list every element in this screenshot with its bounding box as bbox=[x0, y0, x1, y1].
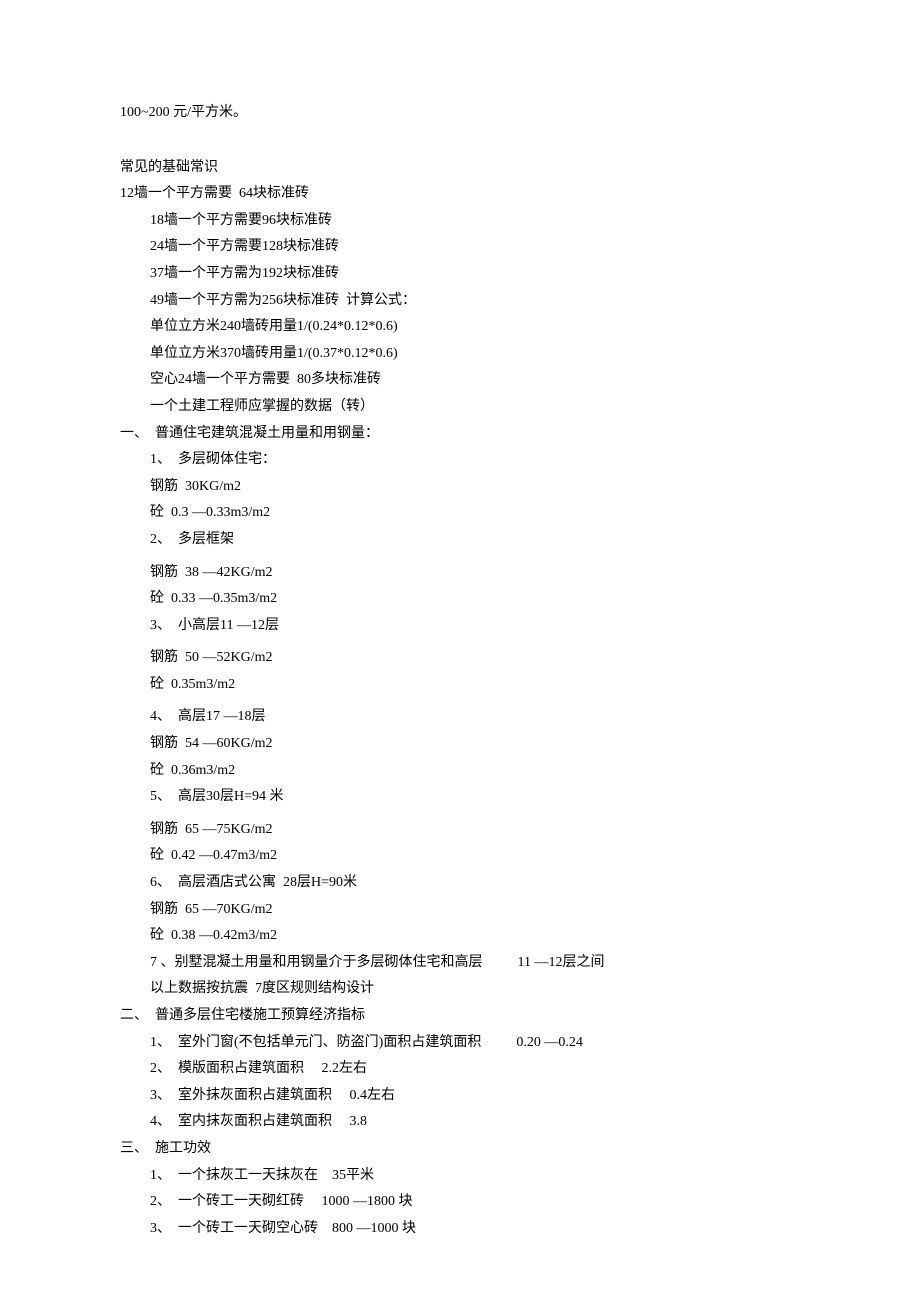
section1-item: 钢筋 38 —42KG/m2 bbox=[120, 560, 800, 587]
section1-item: 以上数据按抗震 7度区规则结构设计 bbox=[120, 976, 800, 1003]
section3-item: 2、 一个砖工一天砌红砖 1000 —1800 块 bbox=[120, 1189, 800, 1216]
basic-line: 空心24墙一个平方需要 80多块标准砖 bbox=[120, 367, 800, 394]
section1-item: 7 、别墅混凝土用量和用钢量介于多层砌体住宅和高层 11 —12层之间 bbox=[120, 950, 800, 977]
top-line: 100~200 元/平方米。 bbox=[120, 100, 800, 127]
section2-item: 1、 室外门窗(不包括单元门、防盗门)面积占建筑面积 0.20 —0.24 bbox=[120, 1030, 800, 1057]
basic-line: 18墙一个平方需要96块标准砖 bbox=[120, 208, 800, 235]
basic-line: 单位立方米240墙砖用量1/(0.24*0.12*0.6) bbox=[120, 314, 800, 341]
section1-container: 1、 多层砌体住宅：钢筋 30KG/m2砼 0.3 —0.33m3/m22、 多… bbox=[120, 447, 800, 1003]
section1-item: 砼 0.36m3/m2 bbox=[120, 758, 800, 785]
basic-line: 一个土建工程师应掌握的数据（转） bbox=[120, 394, 800, 421]
basic-line: 12墙一个平方需要 64块标准砖 bbox=[120, 181, 800, 208]
section2-title: 二、 普通多层住宅楼施工预算经济指标 bbox=[120, 1003, 800, 1030]
basic-line: 24墙一个平方需要128块标准砖 bbox=[120, 234, 800, 261]
section1-item: 4、 高层17 —18层 bbox=[120, 704, 800, 731]
section1-item: 钢筋 65 —70KG/m2 bbox=[120, 897, 800, 924]
section1-item: 3、 小高层11 —12层 bbox=[120, 613, 800, 640]
document-page: 100~200 元/平方米。 常见的基础常识 12墙一个平方需要 64块标准砖 … bbox=[0, 0, 920, 1302]
section1-item: 5、 高层30层H=94 米 bbox=[120, 784, 800, 811]
section3-title: 三、 施工功效 bbox=[120, 1136, 800, 1163]
section1-item: 1、 多层砌体住宅： bbox=[120, 447, 800, 474]
section1-item: 砼 0.3 —0.33m3/m2 bbox=[120, 500, 800, 527]
basic-line: 49墙一个平方需为256块标准砖 计算公式： bbox=[120, 288, 800, 315]
section1-item: 砼 0.42 —0.47m3/m2 bbox=[120, 843, 800, 870]
basic-knowledge-title: 常见的基础常识 bbox=[120, 155, 800, 182]
section2-item: 4、 室内抹灰面积占建筑面积 3.8 bbox=[120, 1109, 800, 1136]
section1-item: 砼 0.35m3/m2 bbox=[120, 672, 800, 699]
spacer bbox=[120, 127, 800, 155]
section1-title: 一、 普通住宅建筑混凝土用量和用钢量： bbox=[120, 421, 800, 448]
section3-item: 3、 一个砖工一天砌空心砖 800 —1000 块 bbox=[120, 1216, 800, 1243]
section3-item: 1、 一个抹灰工一天抹灰在 35平米 bbox=[120, 1163, 800, 1190]
section1-item: 砼 0.38 —0.42m3/m2 bbox=[120, 923, 800, 950]
section2-item: 3、 室外抹灰面积占建筑面积 0.4左右 bbox=[120, 1083, 800, 1110]
section1-item: 钢筋 30KG/m2 bbox=[120, 474, 800, 501]
section1-item: 钢筋 50 —52KG/m2 bbox=[120, 645, 800, 672]
section1-item: 砼 0.33 —0.35m3/m2 bbox=[120, 586, 800, 613]
section1-item: 钢筋 54 —60KG/m2 bbox=[120, 731, 800, 758]
basic-line: 单位立方米370墙砖用量1/(0.37*0.12*0.6) bbox=[120, 341, 800, 368]
section1-item: 2、 多层框架 bbox=[120, 527, 800, 554]
section2-item: 2、 模版面积占建筑面积 2.2左右 bbox=[120, 1056, 800, 1083]
section1-item: 6、 高层酒店式公寓 28层H=90米 bbox=[120, 870, 800, 897]
basic-line: 37墙一个平方需为192块标准砖 bbox=[120, 261, 800, 288]
section1-item: 钢筋 65 —75KG/m2 bbox=[120, 817, 800, 844]
